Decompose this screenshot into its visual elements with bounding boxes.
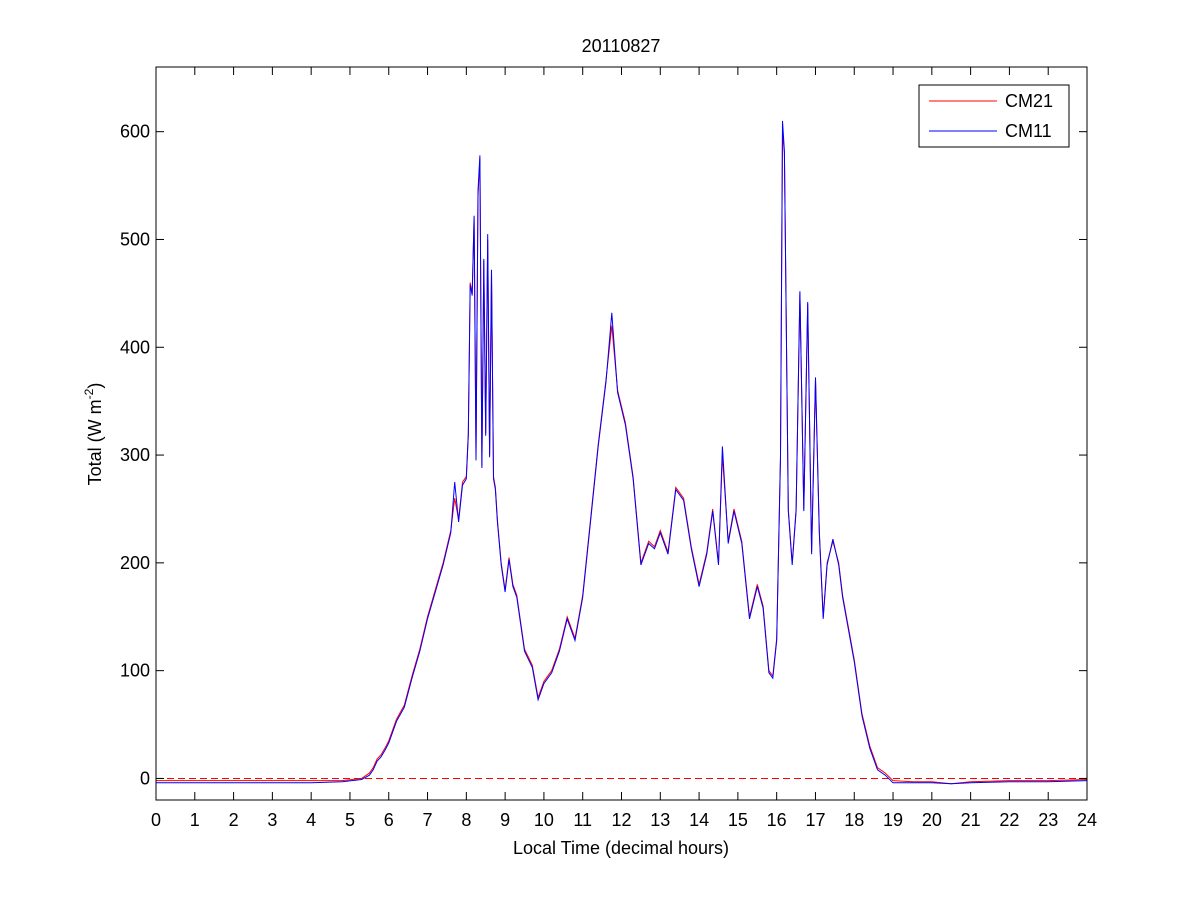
x-tick-label: 8 [461,810,471,830]
x-tick-label: 0 [151,810,161,830]
x-tick-label: 17 [805,810,825,830]
x-tick-label: 3 [267,810,277,830]
y-axis-ticks: 0 100 200 300 400 500 600 [120,122,1087,788]
x-tick-label: 15 [728,810,748,830]
x-tick-label: 10 [534,810,554,830]
x-tick-label: 18 [844,810,864,830]
x-tick-label: 19 [883,810,903,830]
x-tick-label: 12 [611,810,631,830]
y-axis-label: Total (W m-2) [82,383,105,486]
y-tick-label: 200 [120,553,150,573]
y-tick-label: 100 [120,661,150,681]
legend-label-cm11: CM11 [1005,121,1052,141]
axes-box [155,66,1088,801]
y-axis-label-superscript: -2 [82,388,96,399]
x-tick-label: 13 [650,810,670,830]
y-axis-label-close: ) [85,383,105,389]
x-tick-label: 4 [306,810,316,830]
x-tick-label: 7 [423,810,433,830]
x-axis-ticks: 0 1 2 3 4 5 6 7 8 9 10 11 12 13 14 15 16 17 18 19 20 21 22 23 24 [151,67,1097,830]
chart-title: 20110827 [582,36,661,56]
y-tick-label: 300 [120,445,150,465]
x-tick-label: 20 [922,810,942,830]
legend-box [918,84,1070,148]
x-tick-label: 21 [961,810,981,830]
y-axis-label-main: Total (W m [85,399,105,485]
x-tick-label: 16 [767,810,787,830]
series-line-cm21 [156,131,1088,785]
x-tick-label: 24 [1077,810,1097,830]
legend-label-cm21: CM21 [1005,91,1053,111]
x-tick-label: 14 [689,810,709,830]
x-tick-label: 11 [573,810,592,830]
x-tick-label: 6 [384,810,394,830]
x-tick-label: 23 [1038,810,1058,830]
x-tick-label: 9 [500,810,510,830]
y-tick-label: 400 [120,337,150,357]
plot-area [156,120,1088,785]
x-axis-label: Local Time (decimal hours) [513,838,729,858]
y-tick-label: 0 [140,768,150,788]
x-tick-label: 1 [190,810,200,830]
axes-frame [155,66,1088,801]
x-tick-label: 22 [999,810,1019,830]
series-line-cm11 [156,120,1088,785]
y-tick-label: 500 [120,229,150,249]
y-tick-label: 600 [120,122,150,142]
x-tick-label: 2 [229,810,239,830]
legend: CM21 CM11 [918,84,1070,148]
x-tick-label: 5 [345,810,355,830]
